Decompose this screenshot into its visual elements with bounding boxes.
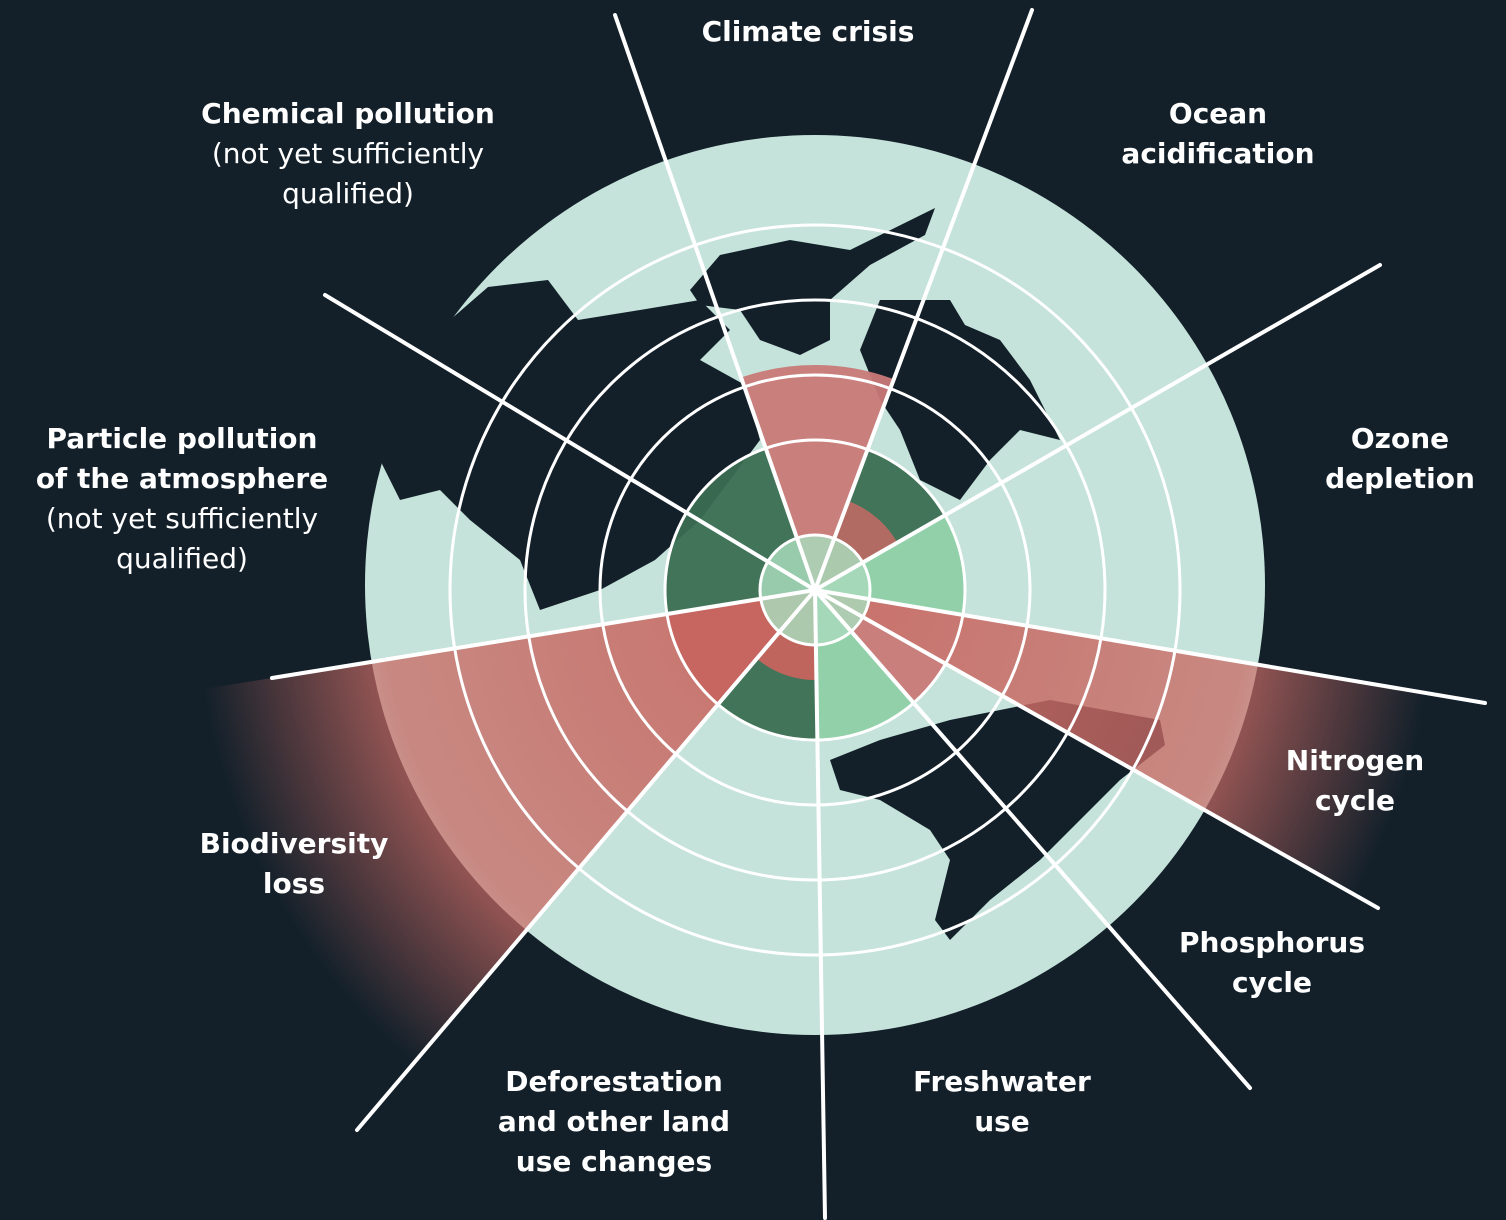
- spoke: [813, 588, 1252, 1090]
- spoke: [813, 588, 1487, 705]
- boundary-label: Biodiversity: [200, 827, 389, 860]
- boundary-label: Ozone: [1351, 422, 1449, 455]
- wedge: [202, 590, 815, 1063]
- continent: [830, 700, 1165, 940]
- boundary-label: Climate crisis: [702, 15, 915, 48]
- boundary-label: cycle: [1315, 784, 1395, 817]
- spoke: [813, 263, 1382, 592]
- boundary-label: Freshwater: [913, 1065, 1091, 1098]
- boundary-label: depletion: [1325, 462, 1475, 495]
- boundary-label: Phosphorus: [1179, 926, 1365, 959]
- boundary-note: qualified): [282, 177, 414, 210]
- continent: [690, 208, 935, 355]
- boundary-label: loss: [263, 867, 325, 900]
- boundary-label: of the atmosphere: [36, 462, 328, 495]
- wedge: [741, 365, 894, 590]
- boundary-label: cycle: [1232, 966, 1312, 999]
- spokes: [270, 8, 1487, 1220]
- boundary-note: (not yet sufficiently: [46, 502, 318, 535]
- continent: [860, 300, 1060, 500]
- boundary-label: Deforestation: [505, 1065, 723, 1098]
- ring: [448, 223, 1182, 957]
- boundary-label: Ocean: [1169, 97, 1267, 130]
- spoke: [613, 13, 817, 592]
- spoke: [813, 8, 1034, 592]
- boundary-label: and other land: [498, 1105, 730, 1138]
- rings: [448, 223, 1182, 957]
- spoke: [355, 588, 817, 1132]
- continent: [380, 280, 760, 610]
- spoke: [813, 588, 1380, 910]
- spoke: [813, 588, 827, 1220]
- labels: Climate crisis Ocean acidification Ozone dep…: [36, 15, 1475, 1178]
- boundary-note: qualified): [116, 542, 248, 575]
- spoke: [323, 293, 817, 592]
- boundary-label: Chemical pollution: [201, 97, 495, 130]
- continents: [380, 208, 1165, 940]
- ring: [523, 298, 1107, 882]
- boundary-label: use changes: [516, 1145, 712, 1178]
- boundary-label: Particle pollution: [47, 422, 318, 455]
- boundary-label: acidification: [1121, 137, 1314, 170]
- boundary-note: (not yet sufficiently: [212, 137, 484, 170]
- ring: [663, 438, 967, 742]
- ring: [598, 373, 1032, 807]
- wedge: [815, 590, 1427, 896]
- boundary-label: use: [974, 1105, 1030, 1138]
- spoke: [270, 588, 817, 680]
- boundary-label: Nitrogen: [1286, 744, 1424, 777]
